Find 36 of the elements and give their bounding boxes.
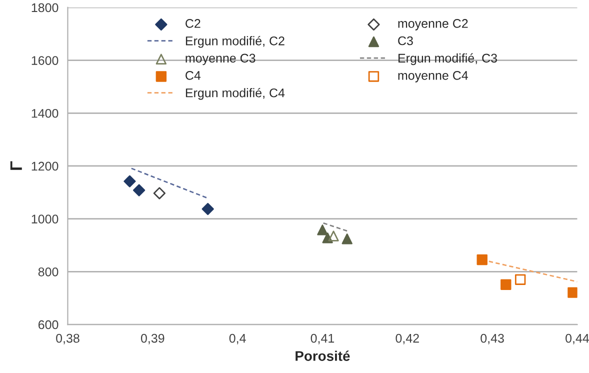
x-tick-label: 0,42 xyxy=(396,334,419,344)
x-tick-label: 0,39 xyxy=(140,334,164,344)
y-tick-label: 1800 xyxy=(32,3,58,12)
point xyxy=(328,230,339,242)
point xyxy=(568,287,578,298)
x-axis-title: Porosité xyxy=(296,350,350,361)
point xyxy=(476,254,488,266)
point xyxy=(500,279,512,290)
legend-label: C3 xyxy=(398,36,413,46)
point xyxy=(202,202,214,216)
legend-label: Ergun modifié, C4 xyxy=(186,88,285,100)
x-tick-label: 0,4 xyxy=(229,334,246,344)
y-tick-label: 1600 xyxy=(32,56,58,65)
legend-label: moyenne C4 xyxy=(398,71,468,82)
x-tick-label: 0,43 xyxy=(480,334,504,344)
x-tick-label: 0,41 xyxy=(310,334,334,344)
x-tick-label: 0,44 xyxy=(566,334,589,344)
legend-label: Ergun modifié, C3 xyxy=(398,53,497,66)
y-tick-label: 1400 xyxy=(32,108,58,118)
y-axis-title: Γ xyxy=(10,161,22,170)
legend-label: moyenne C2 xyxy=(398,19,468,30)
point xyxy=(514,274,526,285)
point xyxy=(132,184,146,196)
y-tick-label: 1000 xyxy=(32,214,58,224)
legend-label: moyenne C3 xyxy=(186,54,256,66)
y-tick-label: 800 xyxy=(38,267,58,276)
point xyxy=(124,175,136,188)
x-tick-label: 0,38 xyxy=(56,334,80,344)
legend-label: C4 xyxy=(186,71,201,80)
legend-label: C2 xyxy=(186,19,200,28)
legend-label: Ergun modifié, C2 xyxy=(186,36,284,48)
point xyxy=(342,234,352,244)
y-tick-label: 600 xyxy=(38,320,58,330)
point xyxy=(153,187,166,200)
point xyxy=(317,224,328,236)
y-tick-label: 1200 xyxy=(32,162,58,171)
